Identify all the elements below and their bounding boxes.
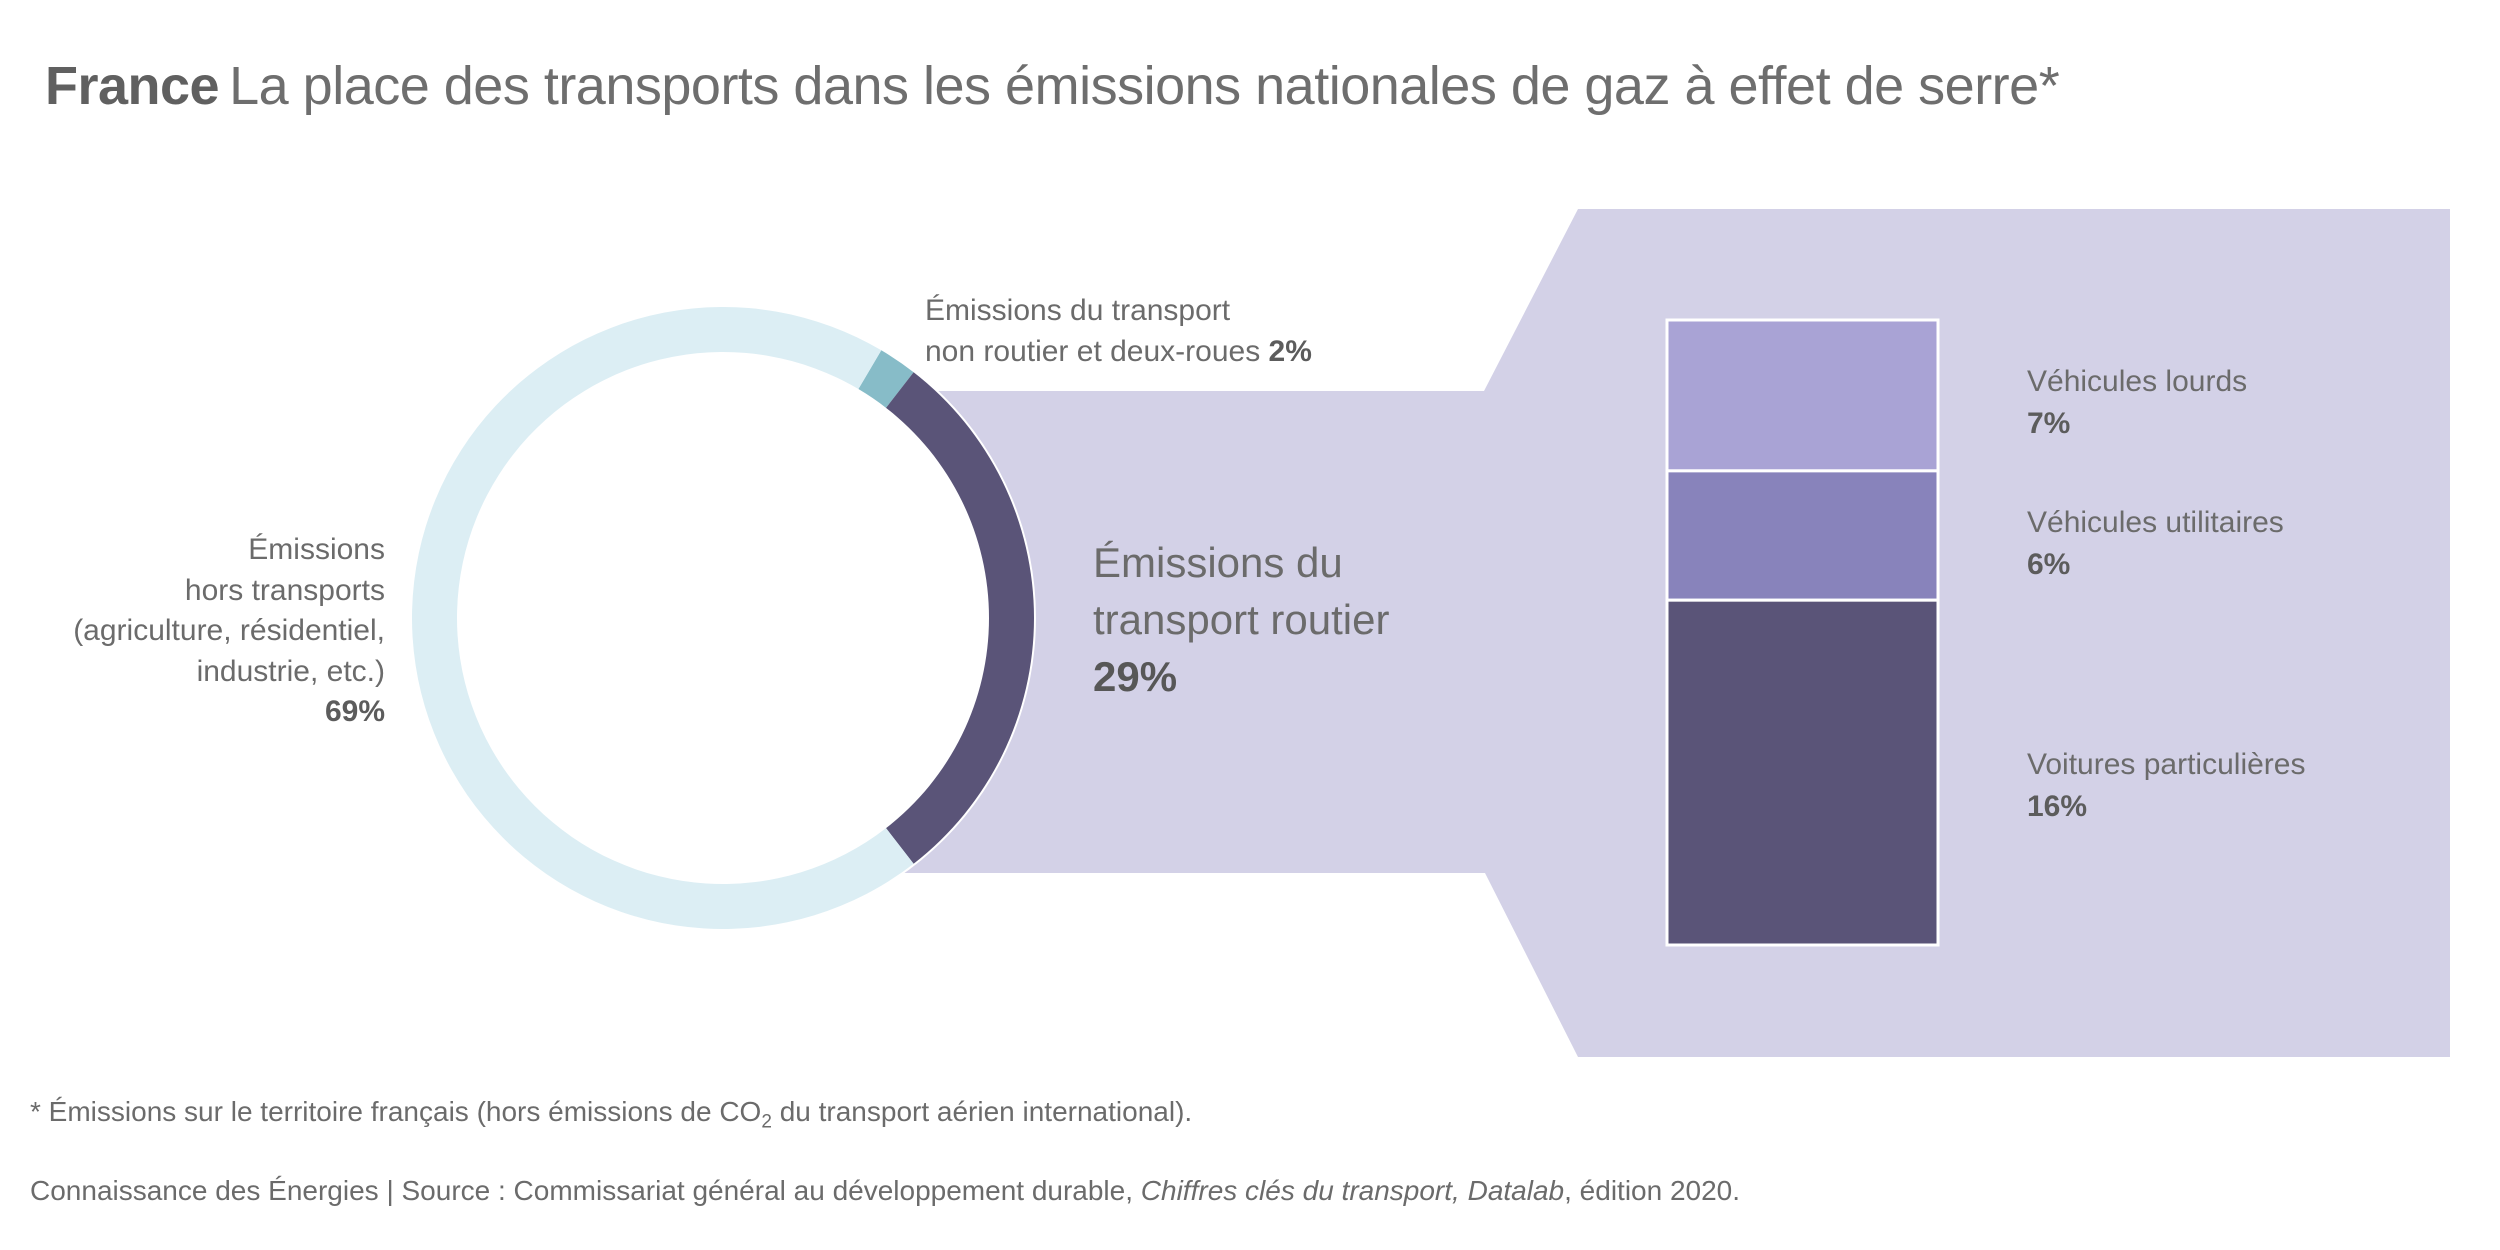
donut-label-non-routier: Émissions du transport non routier et de… — [925, 290, 1312, 372]
donut-segment-hors-transports — [412, 306, 914, 930]
co2-subscript: 2 — [761, 1111, 772, 1133]
label-line: Véhicules lourds — [2027, 365, 2248, 398]
label-line: Émissions — [248, 533, 385, 566]
bar-label-vehicules-lourds: Véhicules lourds 7% — [2027, 361, 2247, 445]
label-value: 7% — [2027, 407, 2071, 440]
page-title: France La place des transports dans les é… — [45, 50, 2060, 122]
label-line: Voitures particulières — [2027, 748, 2306, 781]
label-line: hors transports — [184, 573, 385, 607]
bar-label-vehicules-utilitaires: Véhicules utilitaires 6% — [2027, 502, 2284, 586]
band-label-transport-routier: Émissions du transport routier 29% — [1093, 534, 1389, 705]
bar-label-voitures-particulieres: Voitures particulières 16% — [2027, 744, 2305, 828]
label-line: non routier et deux-roues 2% — [925, 335, 1312, 368]
label-line: Émissions du transport — [925, 294, 1231, 327]
title-country: France — [45, 56, 220, 116]
bar-segment-vehicules-utilitaires — [1665, 469, 1940, 602]
bar-segment-vehicules-lourds — [1665, 318, 1940, 473]
label-line: Émissions du — [1093, 539, 1343, 586]
label-line: industrie, etc.) — [196, 654, 385, 688]
label-line: transport routier — [1093, 596, 1390, 643]
label-line: Véhicules utilitaires — [2027, 506, 2284, 539]
label-value: 2% — [1268, 335, 1312, 368]
bar-segment-voitures-particulieres — [1665, 598, 1940, 947]
label-value: 16% — [2027, 790, 2088, 823]
donut-segment-non-routier — [858, 350, 914, 408]
source-line: Connaissance des Énergies | Source : Com… — [30, 1175, 1741, 1206]
label-value: 6% — [2027, 548, 2071, 581]
flow-band-shape — [723, 209, 2450, 1057]
source-italic: Chiffres clés du transport, Datalab — [1140, 1175, 1565, 1206]
footnote: * Émissions sur le territoire français (… — [30, 1096, 1193, 1133]
label-value: 29% — [1093, 653, 1178, 700]
label-line: (agriculture, résidentiel, — [73, 614, 385, 647]
donut-label-hors-transports: Émissions hors transports (agriculture, … — [40, 530, 385, 733]
donut-segment-routier — [886, 372, 1034, 864]
donut-hole — [410, 305, 1036, 931]
label-value: 69% — [324, 695, 385, 728]
title-text: La place des transports dans les émissio… — [229, 56, 2060, 116]
